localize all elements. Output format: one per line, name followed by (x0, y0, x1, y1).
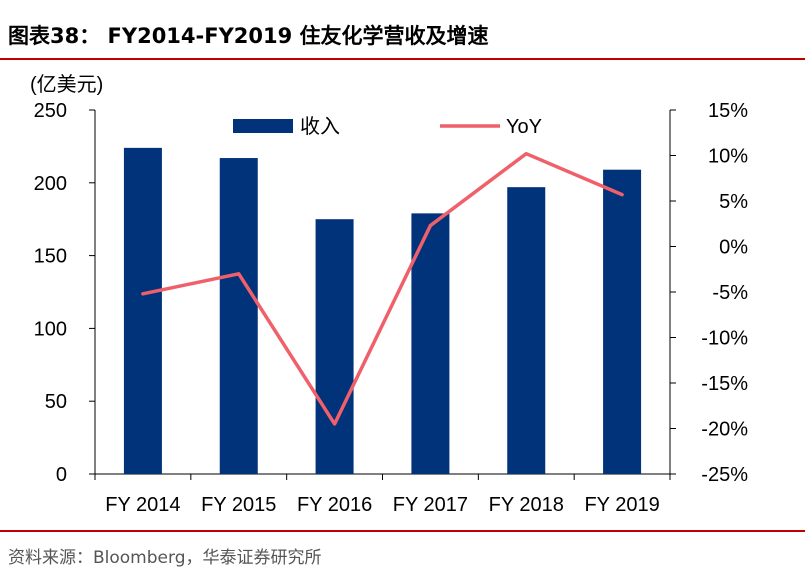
bar-revenue (507, 187, 546, 474)
line-yoy (141, 151, 624, 426)
chart-title: 图表38： FY2014-FY2019 住友化学营收及增速 (8, 24, 489, 48)
bar-revenue (123, 147, 162, 474)
x-tick-label: FY 2015 (201, 494, 276, 516)
bar-revenue (603, 169, 642, 475)
bar-revenue (315, 219, 354, 474)
left-tick-label: 250 (34, 100, 67, 122)
right-tick-label: -10% (701, 328, 748, 350)
title-divider (0, 58, 805, 60)
left-tick-label: 50 (45, 391, 67, 413)
x-tick-label: FY 2017 (393, 494, 468, 516)
x-tick-label: FY 2014 (105, 494, 180, 516)
right-tick-label: -5% (712, 282, 748, 304)
right-tick-label: 15% (708, 100, 748, 122)
left-tick-label: 100 (34, 318, 67, 340)
legend-label-yoy: YoY (506, 116, 542, 138)
bar-revenue (219, 158, 258, 474)
left-tick-label: 0 (56, 464, 67, 486)
right-tick-label: 10% (708, 146, 748, 168)
legend-swatch-revenue (233, 119, 293, 133)
right-tick-label: -25% (701, 464, 748, 486)
bar-revenue (411, 213, 450, 474)
right-tick-label: 5% (719, 191, 748, 213)
chart-area: 0 50 100 150 200 250 -25% -20% -15% -10% -5% 0% 5% 10… (30, 73, 748, 516)
x-tick-label: FY 2019 (584, 494, 659, 516)
left-axis-title: (亿美元) (30, 73, 103, 96)
source-note: 资料来源：Bloomberg，华泰证券研究所 (8, 548, 322, 568)
left-tick-label: 200 (34, 173, 67, 195)
right-tick-label: -20% (701, 419, 748, 441)
footer-divider (0, 530, 805, 532)
x-tick-label: FY 2016 (297, 494, 372, 516)
right-tick-label: 0% (719, 237, 748, 259)
left-tick-label: 150 (34, 246, 67, 268)
right-tick-label: -15% (701, 373, 748, 395)
x-tick-label: FY 2018 (489, 494, 564, 516)
legend-label-revenue: 收入 (300, 115, 340, 138)
